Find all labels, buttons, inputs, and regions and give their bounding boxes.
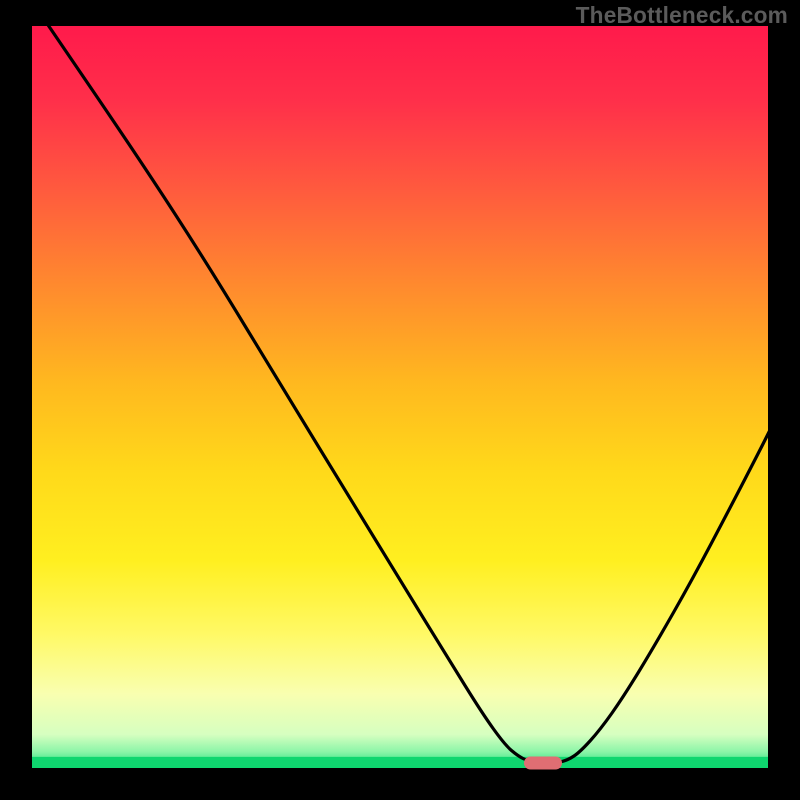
watermark-text: TheBottleneck.com <box>576 2 788 29</box>
optimal-marker <box>524 757 562 770</box>
plot-background <box>32 26 768 768</box>
optimal-band <box>32 757 768 768</box>
